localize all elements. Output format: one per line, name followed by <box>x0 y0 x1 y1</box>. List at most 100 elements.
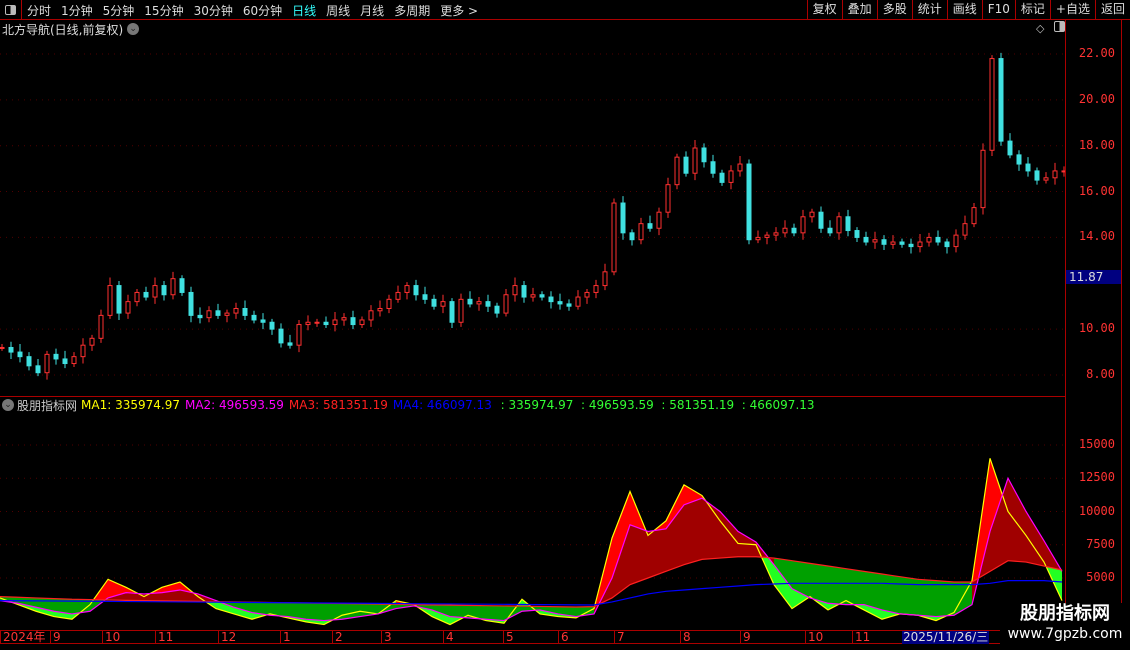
toolbar-button-8[interactable]: 返回 <box>1094 0 1130 20</box>
toolbar-button-3[interactable]: 统计 <box>911 0 947 20</box>
candle-body <box>548 296 554 303</box>
area-ma2-ma3 <box>306 603 324 621</box>
period-tab-5[interactable]: 60分钟 <box>242 3 283 18</box>
toolbar-button-0[interactable]: 复权 <box>806 0 842 20</box>
period-tab-4[interactable]: 30分钟 <box>193 3 233 18</box>
area-ma2-ma3 <box>720 511 738 559</box>
area-ma2-ma3 <box>342 603 360 620</box>
candle-body <box>935 236 941 243</box>
period-tab-7[interactable]: 周线 <box>326 3 351 18</box>
toolbar-button-2[interactable]: 多股 <box>876 0 912 20</box>
toolbar-button-4[interactable]: 画线 <box>946 0 982 20</box>
date-label: 7 <box>614 631 625 644</box>
candle-body <box>125 301 131 314</box>
candle-body <box>395 291 401 300</box>
date-label: 6 <box>558 631 569 644</box>
candle-body <box>350 317 356 326</box>
candle-body <box>809 211 815 218</box>
candle-body <box>287 342 293 346</box>
price-axis-label: 22.00 <box>1078 45 1115 60</box>
period-tab-6[interactable]: 日线 <box>292 3 317 18</box>
candle-body <box>296 324 302 346</box>
candle-body <box>854 230 860 238</box>
date-label: 11 <box>155 631 173 644</box>
candle-body <box>593 285 599 293</box>
candle-body <box>782 227 788 234</box>
area-ma2-ma3 <box>612 524 630 598</box>
area-ma2-ma3 <box>792 560 810 598</box>
area-ma2-ma3 <box>936 580 954 617</box>
candle-body <box>44 353 50 374</box>
candle-body <box>431 298 437 307</box>
candle-body <box>170 278 176 296</box>
candle-body <box>656 211 662 229</box>
candle-body <box>1052 170 1058 179</box>
area-ma2-ma3 <box>540 606 558 614</box>
period-tab-9[interactable]: 多周期 <box>394 3 431 18</box>
period-tab-0[interactable]: 分时 <box>27 3 52 18</box>
series-line-ma4 <box>0 580 1063 606</box>
date-label: 2 <box>332 631 343 644</box>
candle-body <box>1061 170 1065 173</box>
chevron-down-icon[interactable]: ⌄ <box>2 399 14 411</box>
candle-body <box>449 301 455 323</box>
period-tab-8[interactable]: 月线 <box>360 3 385 18</box>
candle-body <box>791 227 797 234</box>
date-label: 2024年 <box>0 631 46 644</box>
area-ma2-ma3 <box>666 504 684 572</box>
area-ma2-ma3 <box>270 602 288 617</box>
area-ma2-ma3 <box>918 579 936 617</box>
period-tab-10[interactable]: 更多 > <box>440 3 479 18</box>
candle-body <box>575 296 581 307</box>
candle-body <box>989 58 995 151</box>
area-ma2-ma3 <box>846 568 864 605</box>
series-line-ma2 <box>0 476 1063 622</box>
sidebar-toggle-button[interactable] <box>0 0 22 20</box>
watermark: 股朋指标网 www.7gpzb.com <box>1000 603 1130 647</box>
candle-body <box>386 298 392 310</box>
period-tab-2[interactable]: 5分钟 <box>102 3 135 18</box>
candle-body <box>1016 154 1022 165</box>
candle-body <box>98 314 104 339</box>
period-tab-1[interactable]: 1分钟 <box>61 3 93 18</box>
price-axis-label: 16.00 <box>1078 183 1115 198</box>
candle-body <box>1007 140 1013 156</box>
candle-body <box>413 285 419 296</box>
toolbar-button-7[interactable]: +自选 <box>1049 0 1095 20</box>
candle-body <box>116 285 122 314</box>
candle-body <box>629 232 635 241</box>
candle-body <box>755 236 761 241</box>
date-label: 4 <box>443 631 454 644</box>
date-label: 11 <box>852 631 870 644</box>
diamond-icon[interactable]: ◇ <box>1036 22 1045 35</box>
current-date: 2025/11/26/三 <box>902 630 990 644</box>
candle-body <box>800 216 806 234</box>
toolbar-button-1[interactable]: 叠加 <box>841 0 877 20</box>
candle-body <box>980 149 986 209</box>
area-ma2-ma3 <box>0 596 18 604</box>
candle-body <box>71 356 77 365</box>
candle-body <box>53 353 59 360</box>
area-ma2-ma3 <box>774 558 792 589</box>
stock-title: 北方导航(日线,前复权) ⌄ <box>0 20 140 38</box>
area-ma2-ma3 <box>630 524 648 585</box>
panel-toggle-icon[interactable] <box>1054 21 1065 32</box>
indicator-header: ⌄ 股朋指标网 MA1: 335974.97 MA2: 496593.59 MA3:… <box>2 398 815 413</box>
ma-label-4: MA4: 466097.13 <box>392 398 492 412</box>
candle-body <box>359 319 365 326</box>
candle-body <box>269 321 275 330</box>
toolbar-button-6[interactable]: 标记 <box>1014 0 1050 20</box>
period-tab-3[interactable]: 15分钟 <box>144 3 184 18</box>
area-ma2-ma3 <box>450 605 468 618</box>
indicator-chart <box>0 444 1065 626</box>
chevron-down-icon[interactable]: ⌄ <box>127 23 140 35</box>
toolbar-button-5[interactable]: F10 <box>981 0 1015 20</box>
candle-body <box>917 241 923 248</box>
candle-body <box>674 156 680 186</box>
area-ma2-ma3 <box>468 605 486 620</box>
area-ma2-ma3 <box>864 571 882 610</box>
current-price-tag: 11.87 <box>1066 270 1121 284</box>
area-ma2-ma3 <box>18 597 36 608</box>
candle-body <box>611 202 617 273</box>
candle-body <box>143 291 149 298</box>
